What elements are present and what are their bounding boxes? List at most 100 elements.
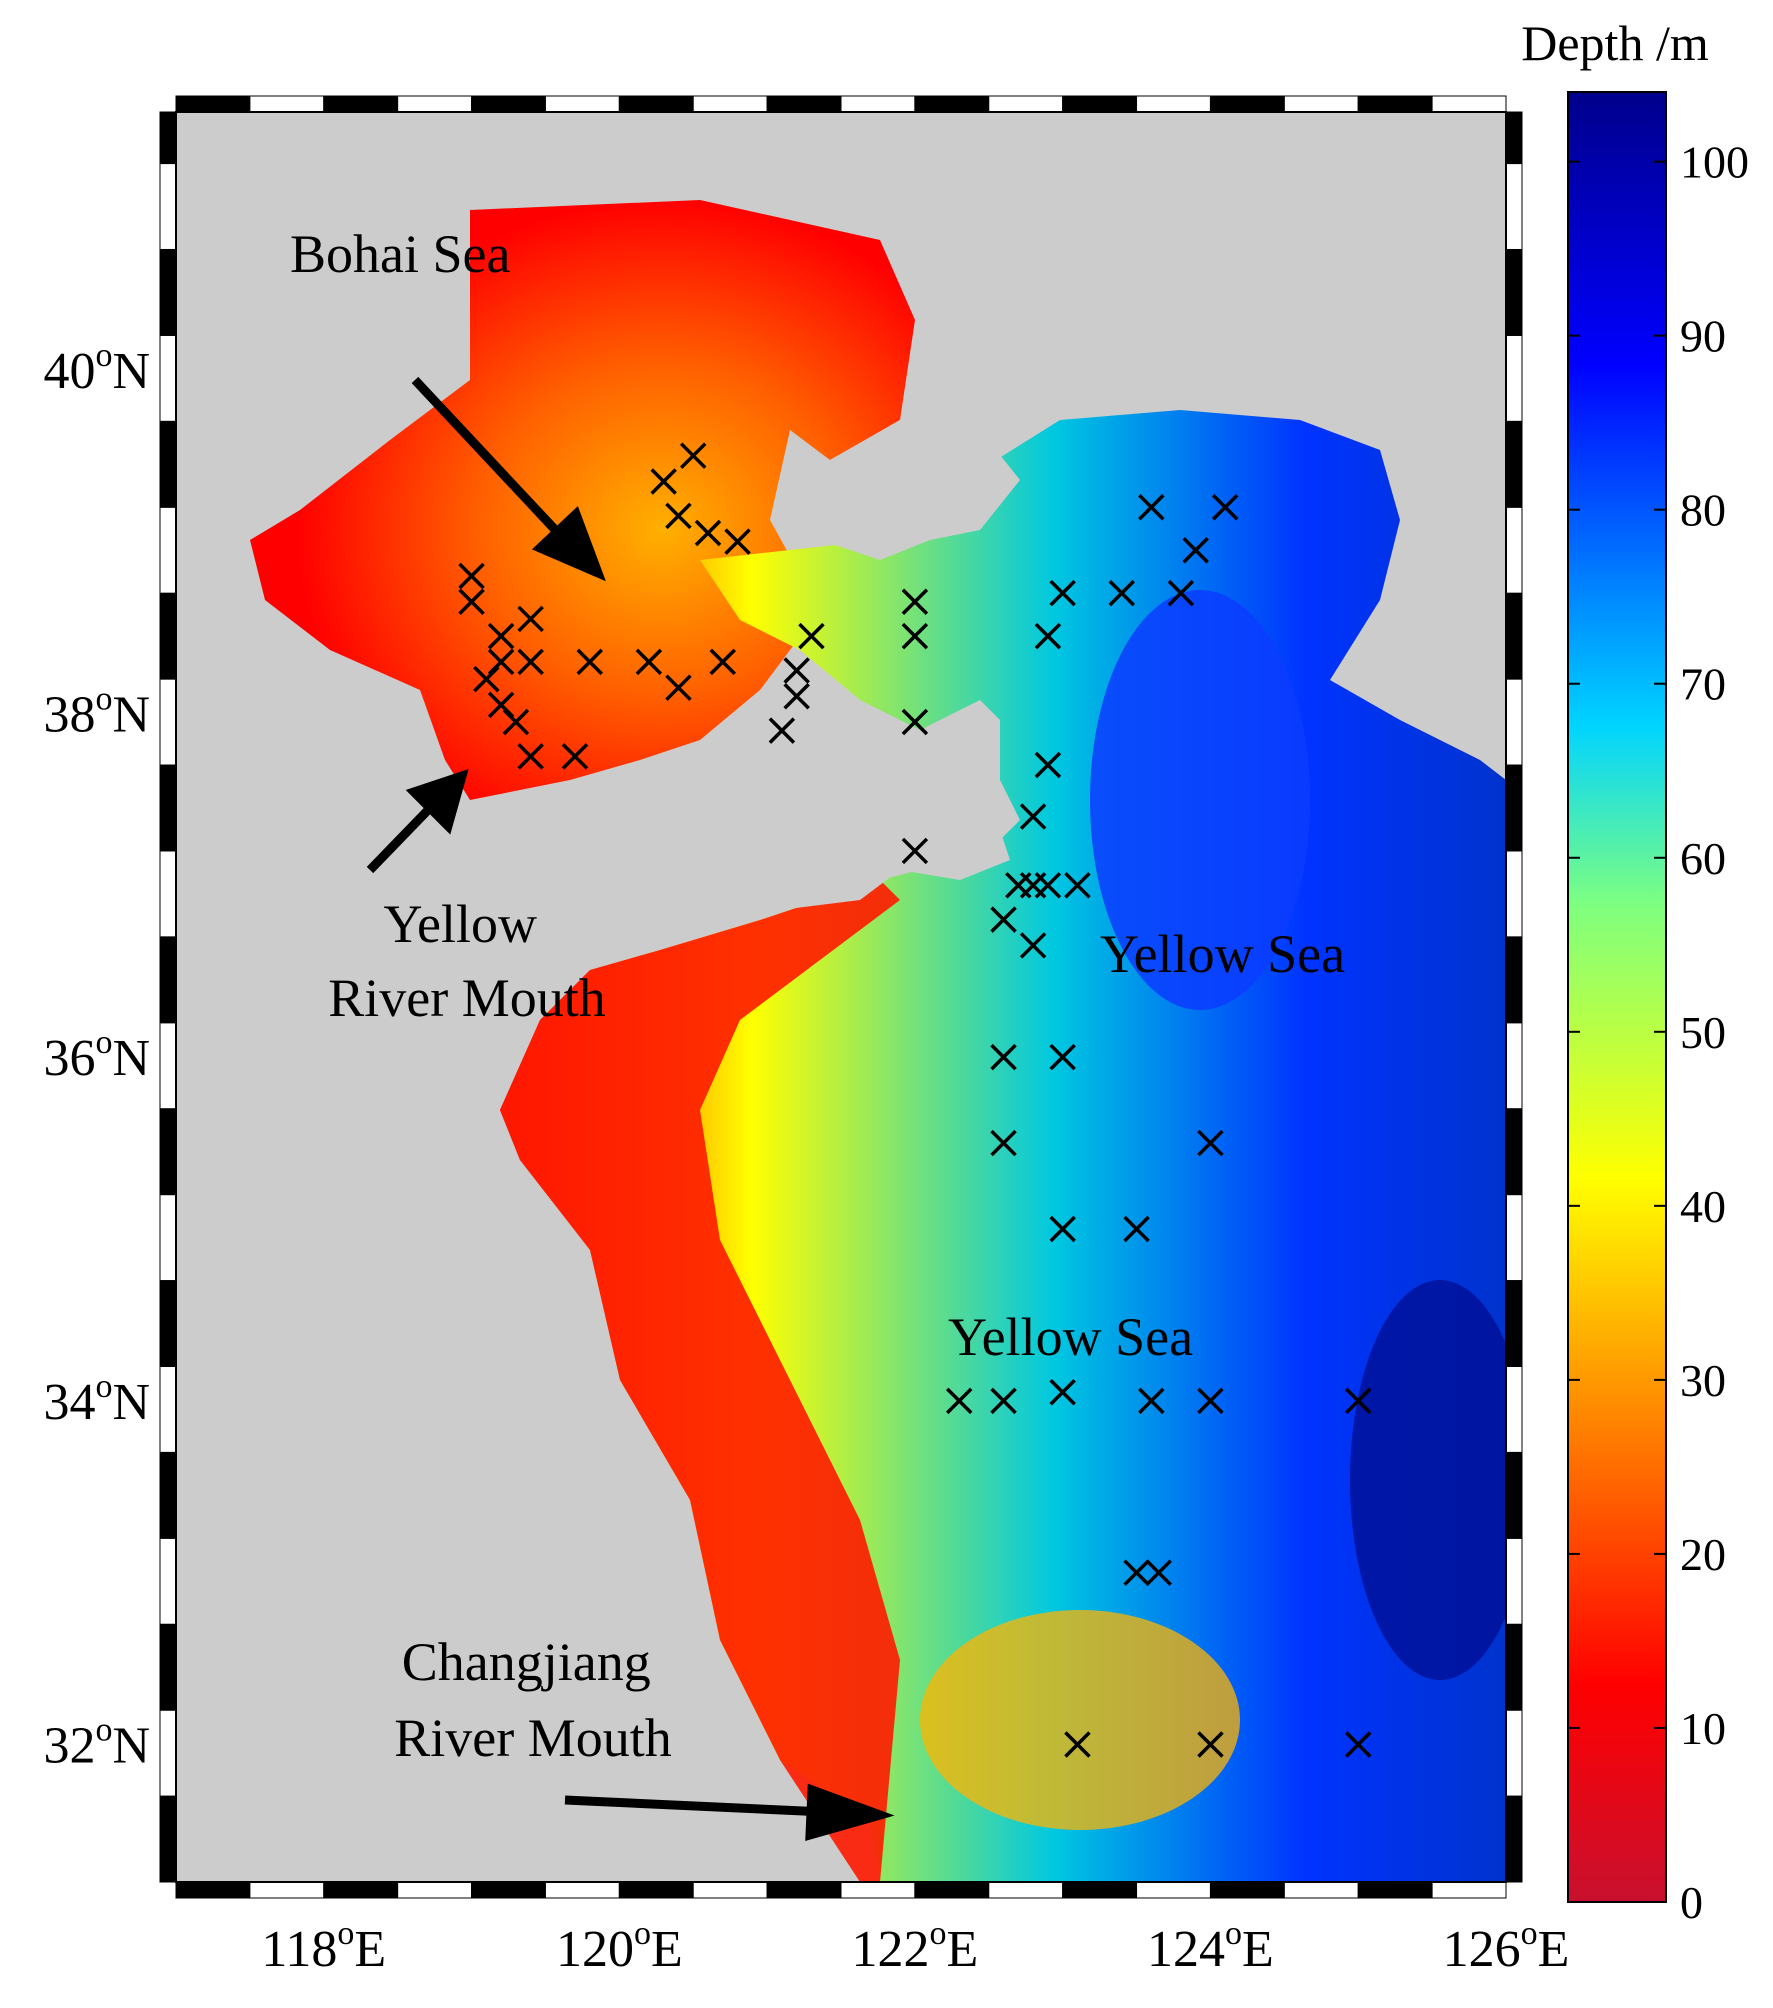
lon-tick-label: 120oE [556,1915,683,1978]
station-marker [487,622,515,650]
frame-segment-right [1505,850,1523,938]
frame-segment-left [159,248,177,336]
station-marker [1145,1559,1172,1586]
frame-segment-top [766,95,842,113]
station-marker [1197,1731,1224,1758]
frame-segment-right [1505,506,1523,594]
deep-trough-south [1350,1280,1506,1680]
liaodong-peninsula [820,380,1020,560]
station-marker [517,743,544,770]
colorbar-tick-label: 40 [1680,1181,1726,1232]
lat-tick-label: 40oN [43,337,150,400]
frame-segment-left [159,1108,177,1196]
label-yellow-sea-north: Yellow Sea [1100,924,1345,984]
frame-segment-top [692,95,768,113]
yellow-river-arrow [366,804,434,874]
colorbar-tick-label: 10 [1680,1703,1726,1754]
frame-segment-right [1505,111,1523,165]
station-marker [1123,1559,1150,1586]
station-marker [768,717,796,744]
frame-segment-bottom [1357,1881,1433,1899]
frame-segment-left [159,936,177,1024]
station-marker [458,588,485,615]
frame-segment-top [1357,95,1433,113]
colorbar-tick-label: 50 [1680,1007,1726,1058]
station-marker [1049,1043,1076,1071]
lon-tick-label: 122oE [852,1915,979,1978]
frame-segment-top [988,95,1064,113]
colorbar-tick-label: 0 [1680,1877,1703,1928]
lat-tick-label: 36oN [43,1024,150,1087]
station-marker [576,648,604,676]
station-marker [990,1129,1017,1157]
frame-segment-bottom [1209,1881,1285,1899]
station-marker [709,648,737,676]
frame-segment-right [1505,936,1523,1024]
frame-segment-top [1431,95,1507,113]
frame-segment-left [159,1365,177,1453]
station-marker [901,708,929,736]
station-marker [1064,1731,1091,1758]
frame-segment-top [397,95,473,113]
bohai-arrow [411,376,564,539]
station-marker [1211,494,1239,521]
frame-segment-right [1505,1709,1523,1797]
frame-segment-left [159,334,177,422]
frame-segment-bottom [249,1881,325,1899]
frame-segment-right [1505,1365,1523,1453]
station-marker [650,468,677,495]
colorbar-ticks: 0 10 20 30 40 50 60 70 80 90 100 [1568,137,1749,1928]
changjiang-arrowhead [805,1783,895,1842]
frame-segment-right [1505,1108,1523,1196]
label-bohai-sea: Bohai Sea [290,224,510,284]
station-marker [798,622,825,650]
lon-tick-label: 126oE [1443,1915,1570,1978]
frame-segment-bottom [1136,1881,1211,1899]
station-marker [901,588,929,615]
station-marker [1167,579,1195,607]
frame-segment-top [914,95,990,113]
frame-segment-right [1505,1623,1523,1711]
frame-segment-left [159,1623,177,1711]
frame-segment-left [159,111,177,165]
station-marker [1019,803,1047,830]
frame-segment-right [1505,1022,1523,1110]
frame-segment-top [618,95,694,113]
station-marker [665,502,692,530]
station-marker [783,683,810,710]
frame-segment-bottom [1431,1881,1507,1899]
station-marker [458,562,485,590]
shandong-peninsula [580,760,1010,940]
station-marker [1108,579,1136,607]
station-marker [635,648,663,676]
station-marker [1344,1731,1372,1758]
station-marker [1344,1387,1372,1415]
station-marker [990,906,1017,933]
map-frame [159,95,1523,1899]
frame-segment-top [1283,95,1359,113]
frame-segment-bottom [988,1881,1064,1899]
frame-segment-top [249,95,325,113]
bohai-arrowhead [531,506,606,582]
frame-segment-top [840,95,916,113]
frame-segment-bottom [1062,1881,1138,1899]
frame-segment-top [323,95,399,113]
frame-segment-left [159,420,177,508]
frame-segment-bottom [397,1881,473,1899]
colorbar-gradient-bar [1567,91,1667,1903]
frame-segment-bottom [544,1881,620,1899]
station-marker [1049,1215,1076,1243]
frame-segment-top [471,95,546,113]
colorbar-tick-label: 20 [1680,1529,1726,1580]
frame-segment-bottom [766,1881,842,1899]
changjiang-arrow [564,1795,826,1817]
frame-segment-top [1209,95,1285,113]
frame-segment-left [159,592,177,680]
frame-segment-top [544,95,620,113]
lat-tick-label: 38oN [43,680,150,743]
frame-segment-bottom [323,1881,399,1899]
station-marker [561,743,589,770]
longitude-tick-labels: 118oE 120oE 122oE 124oE 126oE [261,1915,1569,1978]
frame-segment-top [1062,95,1138,113]
